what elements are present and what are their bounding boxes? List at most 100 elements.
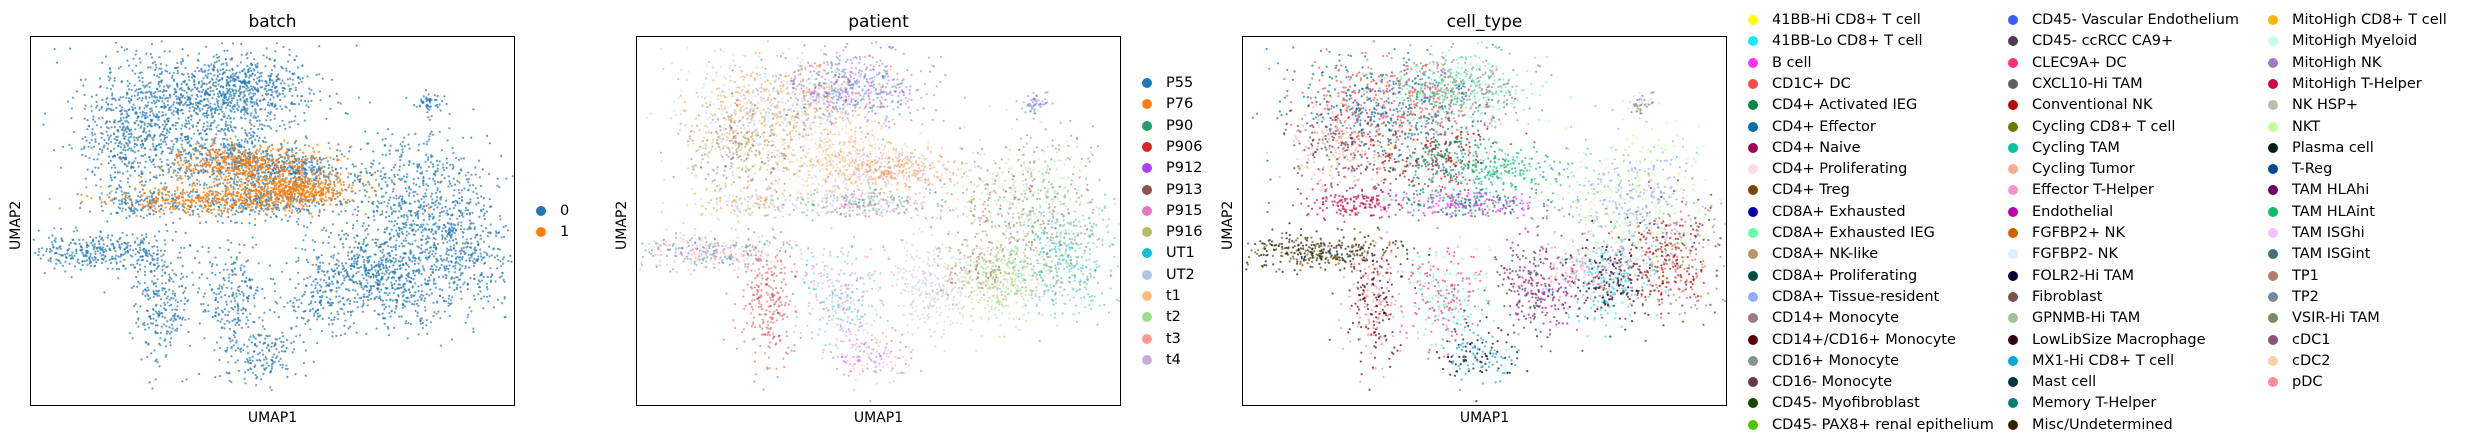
data-point — [154, 324, 157, 327]
data-point — [363, 189, 366, 192]
data-point — [125, 242, 128, 246]
data-point — [127, 139, 130, 142]
data-point — [252, 94, 255, 97]
data-point — [275, 206, 279, 209]
data-point — [141, 110, 144, 113]
data-point — [61, 240, 64, 243]
data-point — [143, 324, 146, 327]
data-point — [294, 168, 297, 171]
data-point — [436, 164, 439, 167]
data-point — [218, 246, 221, 249]
data-point — [204, 310, 207, 313]
data-point — [184, 135, 187, 139]
data-point — [289, 203, 292, 206]
data-point — [248, 213, 251, 216]
data-point — [211, 262, 214, 266]
data-point — [375, 209, 379, 212]
data-point — [390, 281, 393, 284]
data-point — [413, 259, 416, 262]
data-point — [200, 80, 203, 83]
data-point — [124, 120, 127, 123]
data-point — [145, 97, 148, 100]
data-point — [183, 89, 186, 92]
data-point — [404, 187, 407, 190]
data-point — [140, 99, 143, 102]
data-point — [272, 82, 275, 85]
data-point — [369, 298, 372, 301]
data-point — [140, 115, 144, 118]
data-point — [310, 164, 313, 167]
data-point — [403, 200, 406, 203]
data-point — [278, 161, 281, 164]
data-point — [99, 178, 102, 181]
data-point — [158, 143, 161, 146]
data-point — [205, 83, 208, 86]
data-point — [246, 64, 249, 68]
data-point — [252, 116, 255, 119]
data-point — [136, 98, 139, 101]
data-point — [160, 143, 163, 146]
data-point — [293, 172, 296, 175]
data-point — [420, 243, 423, 246]
data-point — [455, 260, 458, 263]
data-point — [422, 294, 425, 297]
data-point — [185, 159, 188, 162]
data-point — [287, 183, 290, 186]
data-point — [277, 157, 280, 160]
data-point — [341, 264, 345, 268]
data-point — [253, 103, 256, 106]
data-point — [227, 127, 230, 130]
data-point — [163, 264, 166, 267]
data-point — [117, 268, 121, 271]
data-point — [347, 251, 350, 254]
data-point — [261, 94, 264, 97]
data-point — [104, 55, 108, 58]
data-point — [339, 167, 342, 170]
data-point — [245, 87, 248, 90]
data-point — [170, 296, 173, 300]
data-point — [194, 146, 197, 149]
data-point — [143, 321, 146, 324]
data-point — [270, 154, 273, 157]
data-point — [335, 92, 338, 95]
data-point — [256, 134, 259, 138]
data-point — [245, 133, 248, 136]
data-point — [250, 178, 253, 181]
data-point — [59, 166, 62, 169]
data-point — [375, 241, 378, 244]
data-point — [503, 297, 506, 300]
data-point — [55, 247, 58, 250]
data-point — [332, 318, 336, 321]
data-point — [345, 262, 348, 265]
data-point — [129, 135, 132, 139]
data-point — [435, 265, 438, 268]
data-point — [158, 126, 161, 129]
data-point — [416, 193, 419, 196]
data-point — [183, 246, 186, 249]
data-point — [93, 133, 96, 136]
data-point — [168, 276, 172, 279]
data-point — [466, 282, 469, 285]
data-point — [246, 200, 249, 203]
data-point — [155, 239, 158, 242]
data-point — [134, 247, 137, 250]
data-point — [326, 160, 329, 163]
data-point — [440, 263, 443, 266]
data-point — [283, 123, 286, 126]
data-point — [176, 256, 179, 259]
data-point — [156, 361, 159, 364]
data-point — [276, 89, 279, 92]
data-point — [454, 267, 457, 270]
data-point — [250, 112, 253, 115]
data-point — [66, 252, 69, 255]
data-point — [415, 269, 419, 272]
data-point — [340, 229, 344, 232]
data-point — [390, 179, 393, 182]
data-point — [240, 264, 243, 267]
data-point — [171, 194, 174, 197]
data-point — [233, 117, 236, 120]
data-point — [303, 111, 306, 115]
data-point — [90, 109, 93, 112]
data-point — [156, 294, 159, 297]
data-point — [379, 175, 382, 178]
